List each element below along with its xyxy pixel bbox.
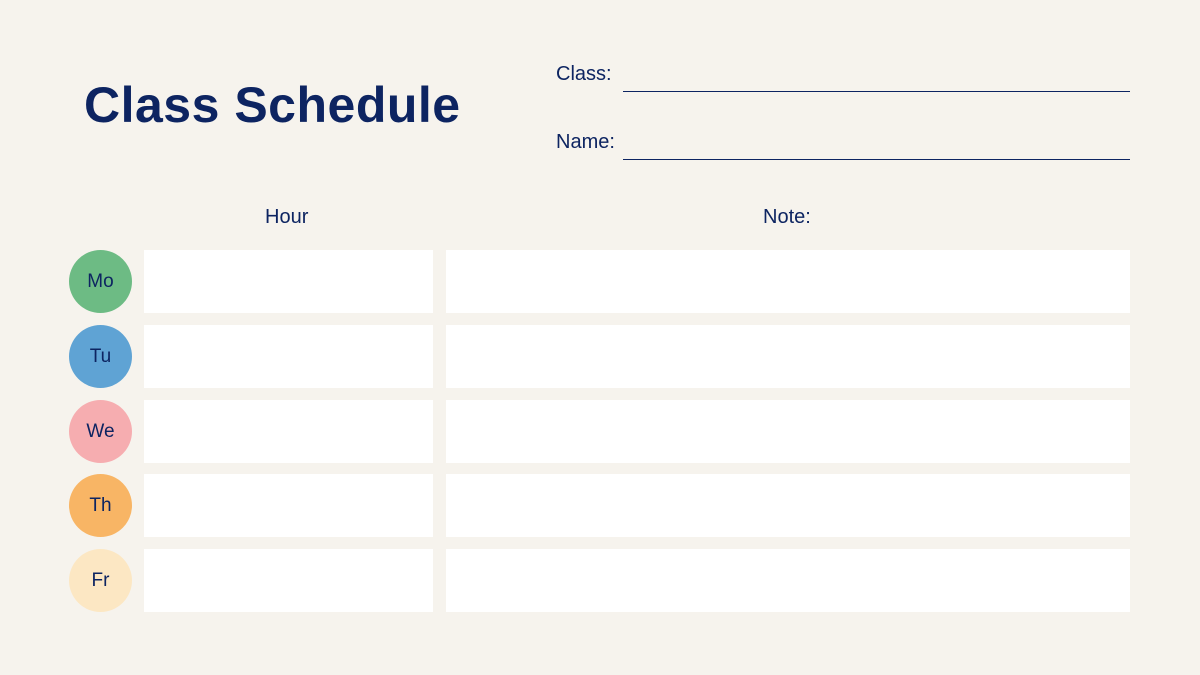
class-field[interactable]: Class: bbox=[556, 63, 1130, 92]
day-badge: Mo bbox=[69, 250, 132, 313]
hour-header: Hour bbox=[265, 206, 309, 228]
note-cell[interactable] bbox=[446, 474, 1130, 537]
hour-cell[interactable] bbox=[144, 474, 433, 537]
hour-cell[interactable] bbox=[144, 400, 433, 463]
name-field[interactable]: Name: bbox=[556, 131, 1130, 160]
day-badge: Th bbox=[69, 474, 132, 537]
name-label: Name: bbox=[556, 131, 615, 153]
hour-cell[interactable] bbox=[144, 325, 433, 388]
day-label: Tu bbox=[89, 345, 112, 367]
page-title: Class Schedule bbox=[84, 77, 461, 133]
day-badge: Tu bbox=[69, 325, 132, 388]
name-input-line[interactable] bbox=[623, 159, 1130, 160]
day-badge: Fr bbox=[69, 549, 132, 612]
note-cell[interactable] bbox=[446, 250, 1130, 313]
day-badge: We bbox=[69, 400, 132, 463]
day-label: We bbox=[86, 420, 115, 442]
note-cell[interactable] bbox=[446, 325, 1130, 388]
hour-cell[interactable] bbox=[144, 549, 433, 612]
note-cell[interactable] bbox=[446, 549, 1130, 612]
hour-cell[interactable] bbox=[144, 250, 433, 313]
day-label: Fr bbox=[91, 569, 110, 591]
note-cell[interactable] bbox=[446, 400, 1130, 463]
day-label: Mo bbox=[87, 270, 114, 292]
class-input-line[interactable] bbox=[623, 91, 1130, 92]
class-label: Class: bbox=[556, 63, 612, 85]
day-label: Th bbox=[89, 494, 112, 516]
note-header: Note: bbox=[763, 206, 811, 228]
